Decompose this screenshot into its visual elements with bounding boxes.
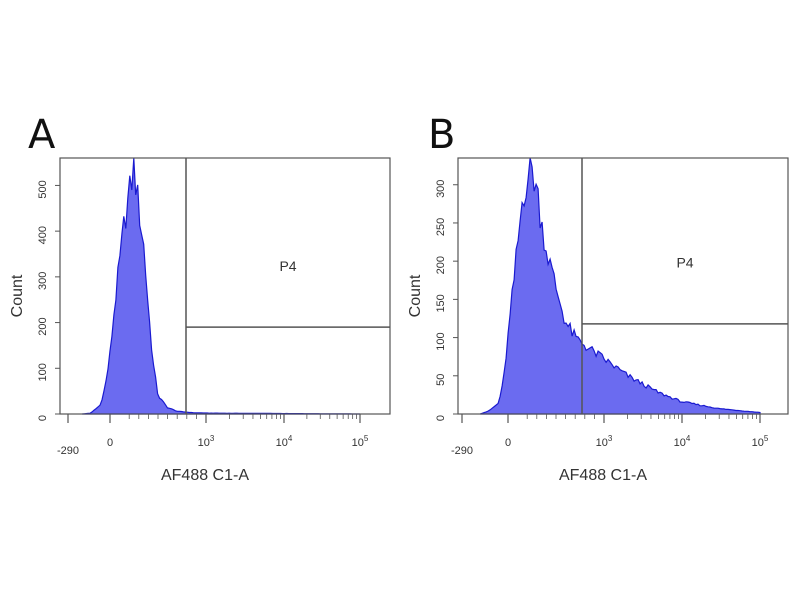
y-tick-label: 250 [435,218,447,236]
panel-label: A [28,112,56,158]
y-axis-label: Count [407,274,424,317]
x-tick-label: 0 [505,437,511,449]
y-tick-label: 100 [435,332,447,350]
y-tick-label: 50 [435,374,447,386]
y-axis-label: Count [9,274,26,317]
gate-label: P4 [676,255,693,271]
y-tick-label: 0 [37,415,49,421]
x-tick-label: 103 [596,434,613,449]
y-tick-label: 100 [37,363,49,381]
y-tick-label: 400 [37,226,49,244]
y-tick-label: 500 [37,180,49,198]
x-tick-label: 105 [752,434,769,449]
histogram-area [480,157,761,415]
x-axis-label: AF488 C1-A [559,467,647,484]
x-axis-label: AF488 C1-A [161,467,249,484]
x-tick-label: 104 [276,434,293,449]
y-tick-label: 200 [435,256,447,274]
x-tick-label: 104 [674,434,691,449]
histogram-panel-A: A P4 0 100 200 300 400 500 -290 0 103 104 105 AF488 C… [9,112,391,484]
x-tick-label: 0 [107,437,113,449]
x-tick-label: -290 [451,445,473,457]
y-tick-label: 300 [435,180,447,198]
panel-label: B [428,112,455,158]
x-tick-label: 103 [198,434,215,449]
y-tick-label: 200 [37,317,49,335]
y-tick-label: 300 [37,272,49,290]
plot-frame [457,157,789,415]
plot-frame [59,157,391,415]
y-tick-label: 150 [435,294,447,312]
gate-label: P4 [279,258,296,274]
histogram-panel-B: B P4 0 50 100 150 200 250 300 -290 0 103 104 105 AF488… [407,112,789,484]
x-tick-label: 105 [352,434,369,449]
histogram-area [82,158,360,415]
x-tick-label: -290 [57,445,79,457]
y-tick-label: 0 [435,415,447,421]
